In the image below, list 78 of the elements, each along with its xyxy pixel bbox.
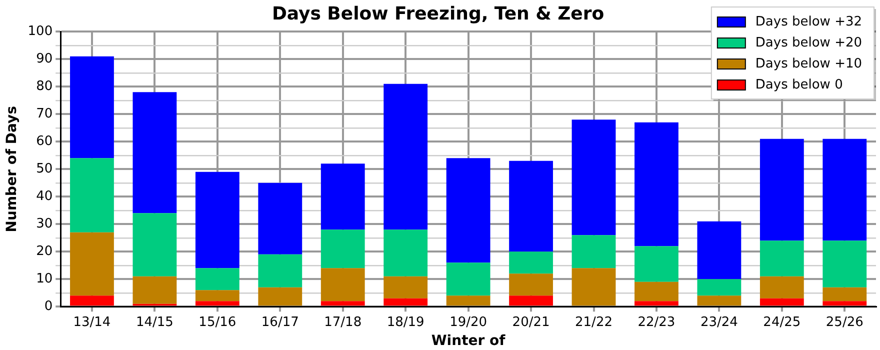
bar: [697, 296, 742, 306]
bar: [760, 240, 804, 276]
bar: [132, 92, 177, 214]
bar: [697, 279, 742, 296]
bar: [822, 287, 867, 302]
bar: [258, 254, 302, 288]
legend-label: Days below +20: [755, 35, 862, 50]
legend-label: Days below +32: [755, 14, 862, 30]
bar: [132, 213, 177, 276]
x-tick-label: 24/25: [763, 314, 801, 330]
legend-label: Days below +10: [755, 56, 862, 72]
bar: [760, 276, 804, 298]
x-axis-title: Winter of: [431, 333, 506, 350]
y-tick-label: 70: [36, 106, 53, 122]
bar: [634, 246, 678, 282]
x-tick-label: 19/20: [450, 314, 488, 330]
bar: [320, 268, 365, 302]
bar: [320, 164, 365, 230]
bar: [760, 298, 804, 306]
bar: [446, 158, 490, 263]
x-tick-label: 21/22: [575, 314, 612, 330]
chart-title: Days Below Freezing, Ten & Zero: [272, 3, 604, 24]
bar: [697, 221, 742, 280]
y-tick-label: 30: [36, 216, 53, 232]
bar: [195, 290, 240, 302]
y-tick-label: 90: [36, 51, 53, 66]
bar: [572, 120, 616, 236]
bar: [446, 296, 490, 306]
bar: [822, 240, 867, 288]
y-tick-label: 60: [36, 134, 53, 149]
x-tick-label: 16/17: [261, 314, 299, 330]
bar: [384, 84, 428, 230]
bar: [634, 301, 678, 306]
bar: [70, 158, 114, 232]
bar: [509, 252, 553, 274]
bar: [195, 301, 240, 306]
bar: [70, 232, 114, 296]
x-tick-label: 25/26: [826, 314, 864, 330]
bar: [384, 298, 428, 306]
bar: [572, 235, 616, 268]
bar: [822, 301, 867, 306]
bar: [320, 230, 365, 268]
x-tick-label: 14/15: [136, 314, 174, 330]
bar: [258, 287, 302, 306]
y-tick-label: 0: [44, 298, 53, 314]
bar: [509, 274, 553, 296]
bar: [634, 282, 678, 302]
y-tick-label: 20: [36, 244, 53, 259]
x-tick-label: 23/24: [700, 314, 738, 330]
bar: [258, 182, 302, 254]
bar: [760, 138, 804, 241]
bar: [320, 301, 365, 306]
bar: [509, 296, 553, 306]
bar: [822, 138, 867, 241]
bar: [70, 296, 114, 306]
y-tick-label: 40: [36, 188, 53, 204]
bar: [509, 160, 553, 252]
x-tick-label: 13/14: [73, 314, 111, 330]
y-tick-label: 50: [36, 161, 53, 176]
bar: [572, 268, 616, 306]
bar: [446, 262, 490, 296]
bar: [195, 172, 240, 268]
legend-label: Days below 0: [755, 77, 843, 92]
bar: [634, 122, 678, 246]
y-tick-label: 80: [36, 78, 53, 94]
bar: [384, 230, 428, 276]
x-tick-label: 15/16: [198, 314, 236, 330]
x-tick-label: 18/19: [386, 314, 424, 330]
bar: [70, 56, 114, 158]
x-tick-label: 17/18: [324, 314, 362, 330]
bar: [132, 276, 177, 304]
x-tick-label: 20/21: [512, 314, 550, 330]
y-tick-label: 10: [36, 271, 53, 286]
bar: [195, 268, 240, 290]
bar: [384, 276, 428, 298]
y-tick-label: 100: [28, 24, 53, 39]
x-tick-label: 22/23: [638, 314, 676, 330]
y-axis-title: Number of Days: [4, 106, 20, 232]
